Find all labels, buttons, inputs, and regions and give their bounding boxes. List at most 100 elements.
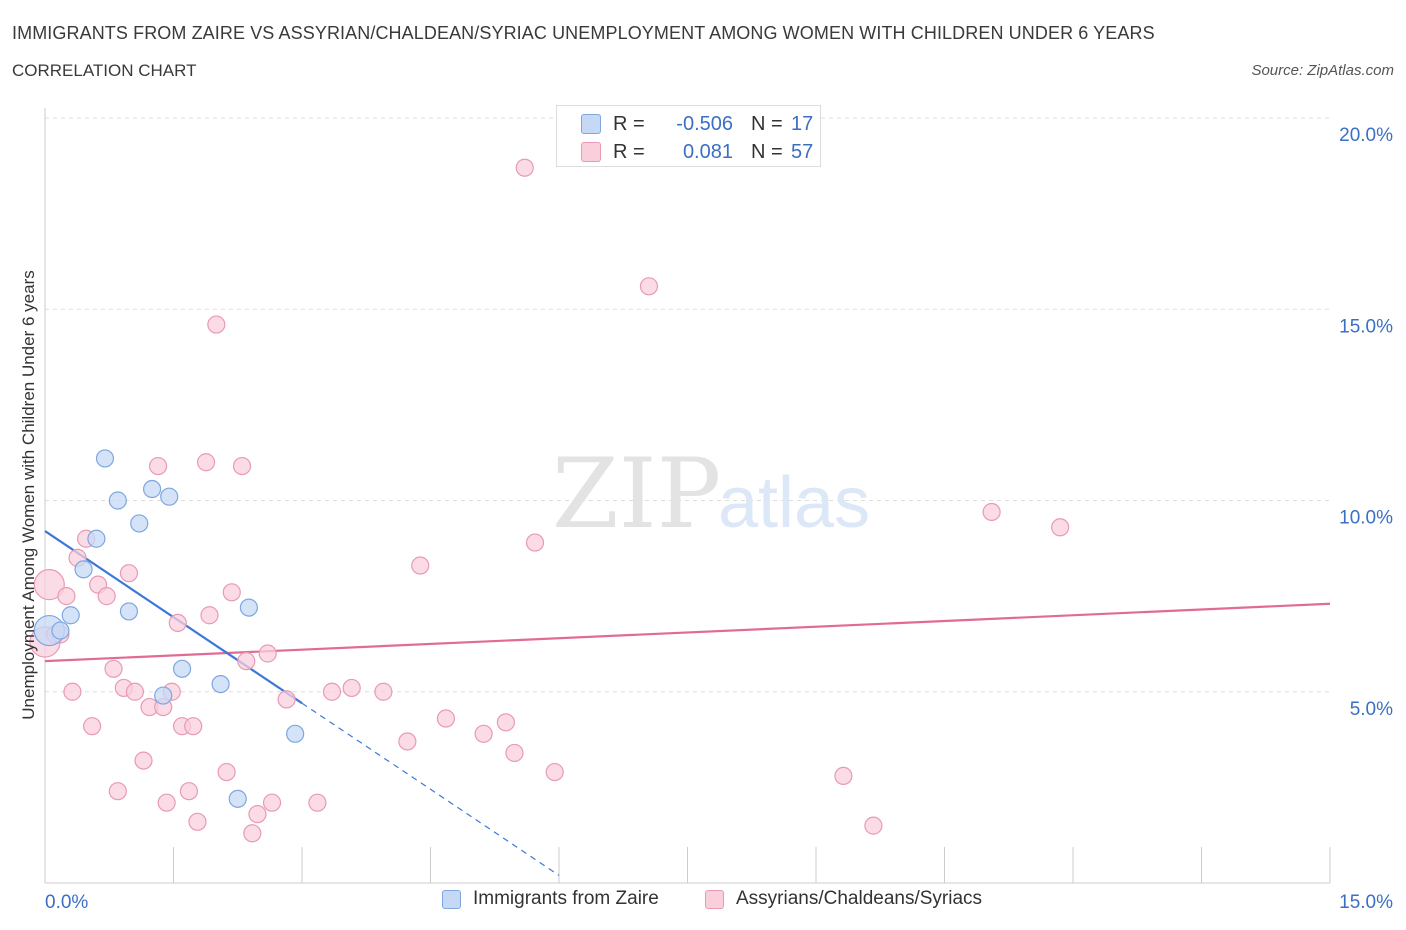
- assyrians-point[interactable]: [277, 690, 296, 709]
- assyrians-point[interactable]: [184, 717, 203, 736]
- zaire-point[interactable]: [108, 491, 127, 510]
- assyrians-point[interactable]: [200, 606, 219, 625]
- r-value: -0.506: [676, 112, 733, 135]
- assyrians-point[interactable]: [515, 158, 534, 177]
- assyrians-point[interactable]: [97, 587, 116, 606]
- x-ticks: [173, 847, 1331, 883]
- assyrians-point[interactable]: [134, 751, 153, 770]
- zaire-point[interactable]: [130, 514, 149, 533]
- assyrians-point[interactable]: [374, 682, 393, 701]
- assyrians-point[interactable]: [322, 682, 342, 701]
- legend-item-zaire[interactable]: Immigrants from Zaire: [442, 888, 659, 910]
- assyrians-point[interactable]: [243, 824, 262, 843]
- zaire-point[interactable]: [74, 560, 93, 579]
- trendline-assyrians: [44, 602, 1331, 663]
- y-axis-title: Unemployment Among Women with Children U…: [19, 270, 38, 719]
- trend-lines: [44, 530, 1331, 876]
- assyrians-point[interactable]: [148, 456, 168, 476]
- assyrians-point[interactable]: [108, 782, 127, 801]
- chart-subtitle: CORRELATION CHART: [12, 61, 197, 80]
- zaire-swatch: [442, 889, 461, 909]
- r-label: R =: [613, 140, 645, 163]
- watermark: ZIP atlas: [552, 438, 870, 550]
- assyrians-swatch: [705, 889, 724, 909]
- legend-label-zaire: Immigrants from Zaire: [473, 888, 659, 909]
- y-tick-label: 20.0%: [1339, 125, 1393, 146]
- assyrians-point[interactable]: [179, 782, 199, 801]
- stats-row-assyrians: R = 0.081 N = 57: [581, 139, 813, 165]
- r-label: R =: [613, 112, 645, 135]
- assyrians-point[interactable]: [63, 682, 82, 701]
- assyrians-point[interactable]: [308, 793, 327, 812]
- x-tick-label-min: 0.0%: [45, 892, 88, 913]
- assyrians-point[interactable]: [411, 556, 430, 575]
- assyrians-point[interactable]: [33, 569, 65, 601]
- n-value: 17: [791, 112, 814, 135]
- bottom-legend: Immigrants from Zaire Assyrians/Chaldean…: [0, 888, 1406, 918]
- zaire-point[interactable]: [61, 606, 80, 625]
- assyrians-point[interactable]: [207, 315, 226, 334]
- y-tick-label: 5.0%: [1350, 699, 1393, 720]
- assyrians-point[interactable]: [834, 766, 853, 786]
- assyrians-point[interactable]: [639, 277, 659, 296]
- n-label: N =: [751, 112, 783, 135]
- assyrians-point[interactable]: [57, 587, 76, 606]
- assyrians-point[interactable]: [436, 709, 456, 728]
- assyrians-point[interactable]: [125, 682, 145, 701]
- zaire-point[interactable]: [172, 659, 192, 678]
- series-zaire-points: [33, 449, 305, 808]
- assyrians-point[interactable]: [398, 732, 417, 751]
- assyrians-point[interactable]: [157, 793, 176, 812]
- legend-label-assyrians: Assyrians/Chaldeans/Syriacs: [736, 888, 983, 909]
- assyrians-point[interactable]: [982, 502, 1001, 522]
- assyrians-point[interactable]: [168, 613, 187, 633]
- gridlines: [45, 117, 1330, 693]
- assyrians-point[interactable]: [188, 812, 207, 831]
- assyrians-point[interactable]: [232, 456, 252, 476]
- assyrians-point[interactable]: [496, 713, 515, 732]
- zaire-point[interactable]: [228, 789, 247, 808]
- assyrians-point[interactable]: [505, 743, 524, 763]
- assyrians-point[interactable]: [1051, 518, 1070, 537]
- assyrians-point[interactable]: [222, 583, 241, 602]
- assyrians-point[interactable]: [545, 762, 564, 782]
- assyrians-point[interactable]: [83, 717, 102, 736]
- assyrians-point[interactable]: [104, 659, 123, 678]
- zaire-point[interactable]: [142, 479, 162, 499]
- assyrians-point[interactable]: [262, 793, 282, 812]
- watermark-atlas: atlas: [718, 463, 870, 543]
- assyrians-point[interactable]: [864, 816, 883, 835]
- assyrians-point[interactable]: [217, 762, 236, 782]
- zaire-point[interactable]: [95, 449, 115, 468]
- zaire-point[interactable]: [239, 598, 258, 617]
- zaire-point[interactable]: [87, 529, 106, 548]
- assyrians-point[interactable]: [248, 805, 267, 824]
- source-label: Source: ZipAtlas.com: [1251, 62, 1394, 79]
- assyrians-point[interactable]: [342, 678, 361, 698]
- legend-item-assyrians[interactable]: Assyrians/Chaldeans/Syriacs: [705, 888, 982, 910]
- assyrians-point[interactable]: [119, 564, 139, 583]
- watermark-zip: ZIP: [552, 438, 721, 550]
- y-tick-labels: 5.0% 10.0% 15.0% 20.0%: [1339, 125, 1393, 720]
- x-tick-label-max: 15.0%: [1339, 892, 1393, 913]
- assyrians-point[interactable]: [258, 644, 277, 663]
- zaire-point[interactable]: [119, 602, 139, 621]
- assyrians-point[interactable]: [525, 533, 545, 552]
- y-tick-label: 10.0%: [1339, 508, 1393, 529]
- zaire-point[interactable]: [160, 487, 179, 506]
- n-label: N =: [751, 140, 783, 163]
- zaire-swatch: [581, 114, 601, 134]
- stats-legend: R = -0.506 N = 17 R = 0.081 N = 57: [556, 105, 821, 167]
- stats-row-zaire: R = -0.506 N = 17: [581, 111, 813, 137]
- chart-title: IMMIGRANTS FROM ZAIRE VS ASSYRIAN/CHALDE…: [12, 23, 1155, 43]
- assyrians-point[interactable]: [474, 724, 493, 743]
- r-value: 0.081: [682, 140, 733, 163]
- trendline-zaire-extrapolated: [301, 702, 560, 876]
- assyrians-point[interactable]: [196, 453, 216, 472]
- zaire-point[interactable]: [211, 674, 230, 694]
- assyrians-point[interactable]: [237, 652, 256, 671]
- zaire-point[interactable]: [154, 686, 173, 705]
- zaire-point[interactable]: [51, 621, 70, 640]
- zaire-point[interactable]: [286, 724, 305, 743]
